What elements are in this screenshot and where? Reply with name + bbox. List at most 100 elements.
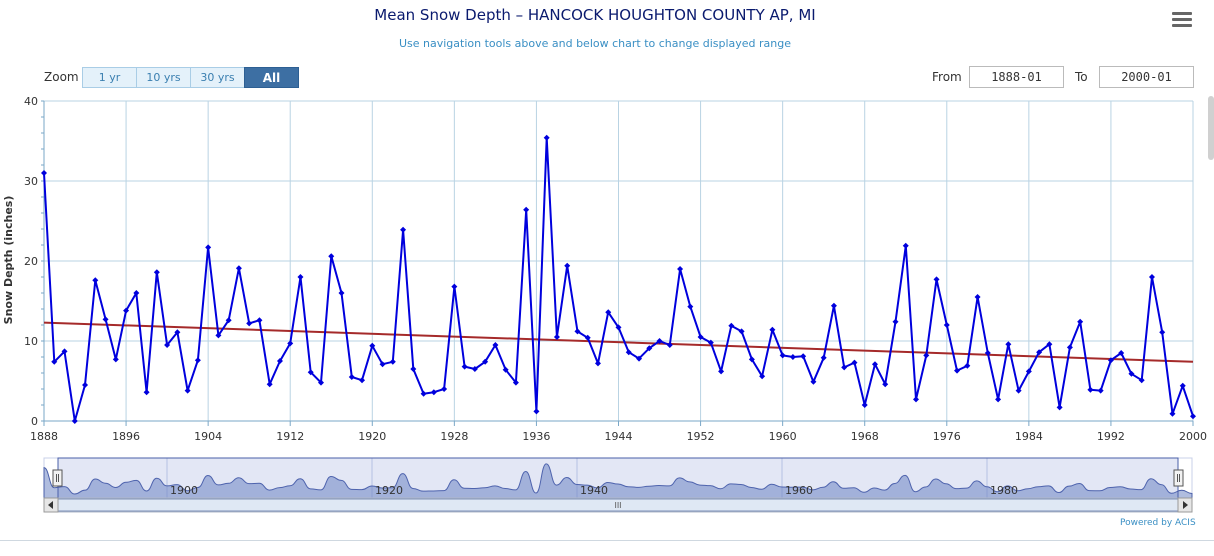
data-point[interactable] — [984, 350, 991, 356]
data-point[interactable] — [194, 357, 201, 364]
data-point[interactable] — [943, 322, 950, 328]
data-point[interactable] — [646, 345, 653, 352]
data-point[interactable] — [789, 354, 796, 360]
data-point[interactable] — [861, 402, 868, 408]
data-point[interactable] — [61, 348, 68, 355]
data-point[interactable] — [1169, 410, 1176, 417]
data-point[interactable] — [1015, 387, 1022, 394]
data-point[interactable] — [1097, 387, 1104, 394]
data-point[interactable] — [1025, 368, 1032, 375]
data-point[interactable] — [1046, 341, 1053, 348]
snow-depth-series[interactable] — [41, 134, 1196, 424]
data-point[interactable] — [523, 206, 530, 213]
navigator-scrollbar[interactable]: III — [43, 497, 1193, 513]
data-point[interactable] — [707, 339, 714, 346]
data-point[interactable] — [184, 387, 191, 394]
data-point[interactable] — [718, 368, 725, 375]
data-point[interactable] — [923, 352, 930, 359]
data-point[interactable] — [307, 369, 314, 376]
data-point[interactable] — [512, 379, 519, 386]
data-point[interactable] — [297, 274, 304, 280]
data-point[interactable] — [605, 309, 612, 316]
data-point[interactable] — [892, 318, 899, 325]
data-point[interactable] — [615, 324, 622, 331]
data-point[interactable] — [379, 361, 386, 368]
zoom-all-button[interactable]: All — [244, 67, 299, 88]
data-point[interactable] — [225, 317, 232, 324]
data-point[interactable] — [1179, 382, 1186, 389]
data-point[interactable] — [974, 294, 981, 300]
data-point[interactable] — [1107, 357, 1114, 364]
data-point[interactable] — [553, 334, 560, 340]
data-point[interactable] — [820, 354, 827, 361]
data-point[interactable] — [851, 359, 858, 366]
data-point[interactable] — [666, 342, 673, 348]
data-point[interactable] — [841, 364, 848, 371]
data-point[interactable] — [759, 373, 766, 380]
data-point[interactable] — [769, 326, 776, 333]
data-point[interactable] — [954, 367, 961, 374]
data-point[interactable] — [871, 361, 878, 368]
data-point[interactable] — [420, 390, 427, 397]
data-point[interactable] — [810, 378, 817, 385]
data-point[interactable] — [533, 408, 540, 415]
data-point[interactable] — [328, 253, 335, 260]
data-point[interactable] — [164, 342, 171, 348]
data-point[interactable] — [913, 396, 920, 403]
data-point[interactable] — [348, 374, 355, 380]
data-point[interactable] — [359, 377, 366, 384]
from-date-input[interactable]: 1888-01 — [969, 66, 1064, 88]
data-point[interactable] — [51, 358, 58, 365]
data-point[interactable] — [574, 328, 581, 335]
data-point[interactable] — [964, 362, 971, 369]
navigator-selection[interactable] — [57, 457, 1179, 499]
data-point[interactable] — [1005, 341, 1012, 348]
data-point[interactable] — [471, 366, 478, 372]
data-point[interactable] — [1066, 344, 1073, 351]
data-point[interactable] — [697, 334, 704, 340]
data-point[interactable] — [205, 244, 212, 251]
data-point[interactable] — [1056, 404, 1063, 411]
data-point[interactable] — [1087, 386, 1094, 393]
data-point[interactable] — [71, 418, 78, 424]
data-point[interactable] — [830, 302, 837, 309]
data-point[interactable] — [1128, 370, 1135, 377]
data-point[interactable] — [246, 320, 253, 327]
powered-by-link[interactable]: Powered by ACIS — [1120, 518, 1196, 528]
data-point[interactable] — [728, 322, 735, 329]
data-point[interactable] — [266, 381, 273, 388]
data-point[interactable] — [461, 363, 468, 370]
navigator[interactable]: 1900 1920 1940 1960 1980 — [43, 457, 1193, 499]
data-point[interactable] — [389, 358, 396, 365]
data-point[interactable] — [492, 342, 499, 348]
data-point[interactable] — [112, 356, 119, 363]
data-point[interactable] — [902, 242, 909, 249]
data-point[interactable] — [738, 328, 745, 335]
data-point[interactable] — [933, 276, 940, 283]
data-point[interactable] — [636, 355, 643, 362]
page-scrollbar[interactable] — [1208, 96, 1214, 160]
data-point[interactable] — [1138, 377, 1145, 384]
navigator-right-handle[interactable] — [1173, 469, 1184, 487]
data-point[interactable] — [677, 266, 684, 272]
data-point[interactable] — [123, 307, 130, 314]
data-point[interactable] — [143, 389, 150, 396]
data-point[interactable] — [82, 382, 89, 388]
data-point[interactable] — [1148, 274, 1155, 280]
data-point[interactable] — [882, 381, 889, 388]
data-point[interactable] — [235, 265, 242, 272]
data-point[interactable] — [594, 360, 601, 367]
data-point[interactable] — [779, 352, 786, 359]
data-point[interactable] — [584, 334, 591, 341]
data-point[interactable] — [687, 303, 694, 310]
hamburger-menu-icon[interactable] — [1172, 12, 1192, 28]
data-point[interactable] — [410, 366, 417, 372]
data-point[interactable] — [1159, 329, 1166, 336]
data-point[interactable] — [317, 379, 324, 386]
data-point[interactable] — [430, 389, 437, 396]
data-point[interactable] — [502, 366, 509, 373]
data-point[interactable] — [287, 340, 294, 347]
data-point[interactable] — [215, 332, 222, 339]
data-point[interactable] — [400, 226, 407, 233]
data-point[interactable] — [995, 396, 1002, 403]
